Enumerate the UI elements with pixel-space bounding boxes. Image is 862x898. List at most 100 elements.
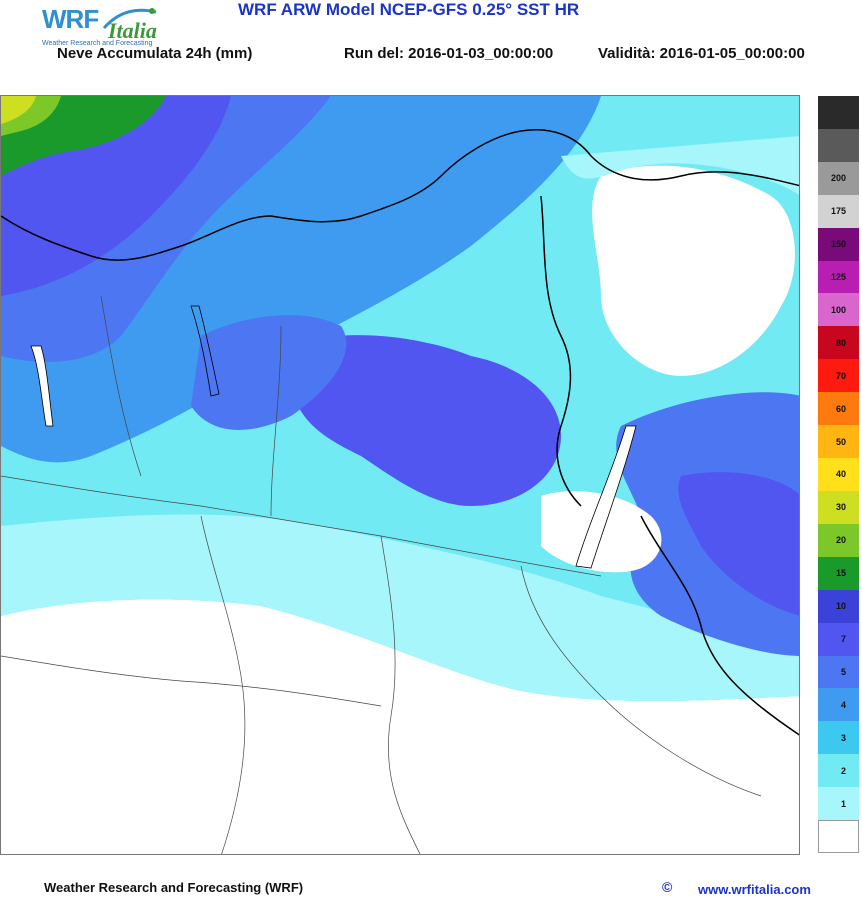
legend-bin: 5 <box>818 655 862 689</box>
admin-line <box>100 295 142 477</box>
legend-bin: 4 <box>818 688 862 722</box>
legend-swatch <box>818 721 859 755</box>
wrf-italia-logo[interactable]: WRF Italia Weather Research and Forecast… <box>42 4 182 48</box>
legend-swatch <box>818 359 859 393</box>
legend-label: 1 <box>840 798 846 809</box>
legend-label: 3 <box>840 732 846 743</box>
legend-swatch <box>818 425 859 459</box>
legend-label: 30 <box>835 502 846 513</box>
logo-brand-a: WRF <box>42 4 99 34</box>
legend-swatch <box>818 523 859 557</box>
legend-bin: 70 <box>818 359 862 393</box>
legend-label: 125 <box>830 272 846 283</box>
legend-bin <box>818 820 862 853</box>
field-label: Neve Accumulata 24h (mm) <box>57 45 253 62</box>
admin-line <box>520 565 762 797</box>
legend-bin: 15 <box>818 556 862 590</box>
map-svg <box>1 96 799 854</box>
footer-website-link[interactable]: www.wrfitalia.com <box>698 882 811 897</box>
legend-bin: 125 <box>818 260 862 294</box>
admin-line <box>200 515 246 854</box>
legend-label: 10 <box>835 601 846 612</box>
border-austria <box>590 155 799 187</box>
admin-line <box>270 325 282 517</box>
legend-swatch <box>818 194 859 228</box>
legend-bin: 150 <box>818 227 862 261</box>
snow-accumulation-map <box>0 95 800 855</box>
logo-swirl-icon <box>102 8 157 30</box>
legend-label: 150 <box>830 239 846 250</box>
logo-tagline: Weather Research and Forecasting <box>42 40 153 47</box>
legend-label: 40 <box>835 469 846 480</box>
logo-brand-b: Italia <box>108 18 157 43</box>
zone-no-snow-northeast <box>592 165 795 376</box>
legend-label: 4 <box>840 699 846 710</box>
legend-label: 20 <box>835 535 846 546</box>
copyright-symbol: © <box>662 879 673 895</box>
legend-swatch <box>818 589 859 623</box>
legend-label: 100 <box>830 304 846 315</box>
legend-bin: 50 <box>818 425 862 459</box>
legend-swatch <box>818 392 859 426</box>
legend-bin: 7 <box>818 622 862 656</box>
legend-swatch <box>818 787 859 821</box>
legend-swatch <box>818 490 859 524</box>
admin-line <box>380 535 421 854</box>
admin-line <box>1 655 382 707</box>
legend-swatch <box>818 655 859 689</box>
legend-label: 200 <box>830 173 846 184</box>
legend-bin <box>818 96 862 129</box>
legend-label: 7 <box>840 634 846 645</box>
legend-swatch <box>818 260 859 294</box>
legend-bin: 3 <box>818 721 862 755</box>
legend-bin: 80 <box>818 326 862 360</box>
legend-swatch <box>818 688 859 722</box>
zone-l4-central <box>191 315 347 430</box>
legend-label: 175 <box>830 206 846 217</box>
zone-l1-band <box>1 514 799 701</box>
legend-swatch <box>818 96 859 129</box>
zone-l7-central <box>289 335 561 506</box>
legend-bin: 30 <box>818 490 862 524</box>
border-switzerland <box>1 129 592 261</box>
legend-bin: 100 <box>818 293 862 327</box>
legend-swatch <box>818 556 859 590</box>
page-title: WRF ARW Model NCEP-GFS 0.25° SST HR <box>238 0 580 19</box>
legend-bin: 10 <box>818 589 862 623</box>
lake-garda <box>575 425 637 569</box>
legend-swatch <box>818 326 859 360</box>
legend-swatch <box>818 293 859 327</box>
legend-label: 50 <box>835 436 846 447</box>
legend-swatch <box>818 622 859 656</box>
zone-l1-northeast <box>561 136 799 195</box>
legend-bin: 1 <box>818 787 862 821</box>
border-trentino <box>540 195 582 507</box>
legend-label: 2 <box>840 765 846 776</box>
legend-label: 60 <box>835 403 846 414</box>
legend-swatch <box>818 820 859 853</box>
zone-no-snow-south <box>1 599 799 854</box>
validity-label: Validità: 2016-01-05_00:00:00 <box>598 45 805 62</box>
legend-bin: 20 <box>818 523 862 557</box>
run-label: Run del: 2016-01-03_00:00:00 <box>344 45 554 62</box>
legend-bin: 175 <box>818 194 862 228</box>
legend-bin <box>818 128 862 162</box>
legend-swatch <box>818 227 859 261</box>
legend-swatch <box>818 161 859 195</box>
lake-como <box>190 305 220 397</box>
legend-bin: 200 <box>818 161 862 195</box>
legend-bin: 2 <box>818 754 862 788</box>
legend-swatch <box>818 754 859 788</box>
legend-swatch <box>818 128 859 162</box>
legend-bin: 60 <box>818 392 862 426</box>
border-slovenia <box>640 515 799 736</box>
legend-bin: 40 <box>818 458 862 491</box>
footer-attribution: Weather Research and Forecasting (WRF) <box>44 880 304 895</box>
zone-l7-east <box>678 472 799 616</box>
admin-line <box>1 475 602 577</box>
lake-maggiore <box>30 345 54 427</box>
legend-swatch <box>818 458 859 491</box>
zone-l30-corner <box>1 96 36 124</box>
color-legend: 1 2 3 4 5 7 10 15 20 30 40 50 60 70 80 100 125 150 175 200 <box>818 96 862 853</box>
legend-label: 5 <box>840 666 846 677</box>
